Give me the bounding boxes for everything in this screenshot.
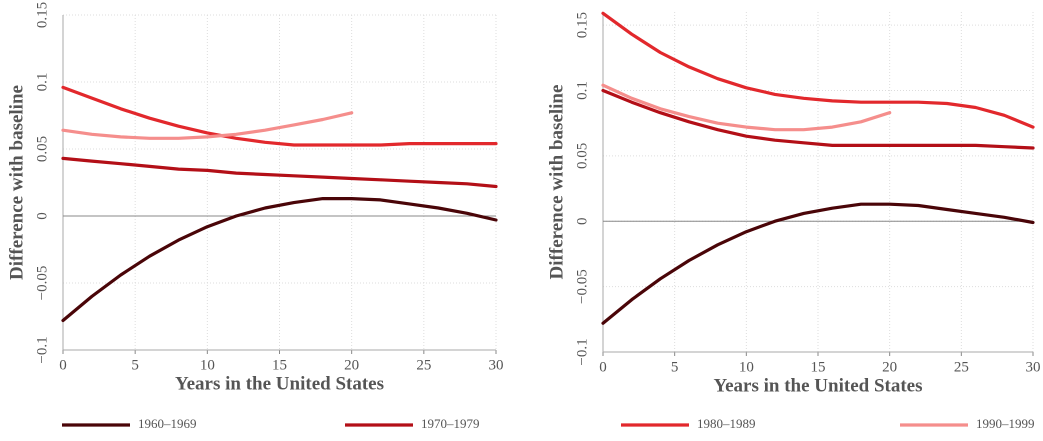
y-tick-label: −0.05: [574, 269, 590, 304]
x-tick-label: 20: [882, 359, 897, 375]
series-line: [61, 111, 354, 140]
x-tick-label: 0: [599, 359, 607, 375]
x-tick-label: 30: [489, 357, 504, 373]
y-tick-label: 0: [34, 212, 50, 220]
x-tick-label: 5: [671, 359, 679, 375]
y-tick-label: −0.1: [574, 338, 590, 365]
x-tick-label: 25: [954, 359, 969, 375]
y-axis-title: Difference with baseline: [546, 85, 567, 280]
x-tick-label: 30: [1026, 359, 1041, 375]
x-tick-label: 15: [811, 359, 826, 375]
y-tick-label: −0.05: [34, 266, 50, 301]
x-tick-label: 20: [344, 357, 359, 373]
y-axis-title: Difference with baseline: [6, 85, 27, 280]
x-axis-title: Years in the United States: [175, 373, 384, 394]
y-tick-label: 0.05: [574, 143, 590, 169]
x-axis-title: Years in the United States: [714, 375, 923, 396]
series-line: [601, 88, 1035, 150]
x-tick-label: 0: [59, 357, 67, 373]
series-line: [601, 202, 1035, 325]
y-tick-label: 0.05: [34, 136, 50, 162]
y-tick-label: −0.1: [34, 336, 50, 363]
x-tick-label: 25: [416, 357, 431, 373]
series-line: [601, 83, 892, 132]
legend-label: 1980–1989: [697, 416, 756, 431]
x-tick-label: 15: [272, 357, 287, 373]
series-line: [61, 85, 498, 147]
legend-label: 1960–1969: [138, 416, 197, 431]
legend-label: 1990–1999: [976, 416, 1035, 431]
legend-label: 1970–1979: [421, 416, 480, 431]
x-tick-label: 10: [200, 357, 215, 373]
series-line: [601, 11, 1035, 129]
series-line: [61, 197, 498, 323]
series-line: [61, 156, 498, 189]
y-tick-label: 0: [574, 217, 590, 225]
y-tick-label: 0.1: [34, 73, 50, 92]
y-tick-label: 0.1: [574, 81, 590, 100]
x-tick-label: 10: [739, 359, 754, 375]
x-tick-label: 5: [131, 357, 139, 373]
y-tick-label: 0.15: [34, 2, 50, 28]
y-tick-label: 0.15: [574, 12, 590, 38]
